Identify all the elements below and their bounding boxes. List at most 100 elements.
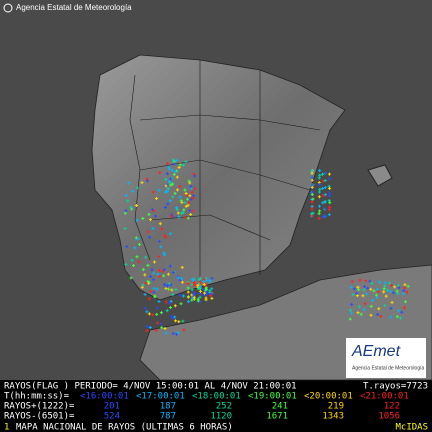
strike bbox=[137, 242, 141, 246]
strike bbox=[151, 313, 155, 317]
strike bbox=[318, 168, 322, 172]
strike bbox=[145, 325, 149, 329]
strike bbox=[383, 281, 387, 285]
strike bbox=[183, 216, 187, 220]
strike bbox=[157, 188, 161, 192]
strike bbox=[166, 189, 170, 193]
strike bbox=[384, 294, 388, 298]
strike bbox=[357, 288, 361, 292]
strike bbox=[175, 175, 179, 179]
strike bbox=[169, 314, 173, 318]
strike bbox=[323, 200, 327, 204]
strike bbox=[186, 295, 190, 299]
strike bbox=[144, 255, 148, 259]
strike bbox=[184, 160, 188, 164]
strike bbox=[355, 291, 359, 295]
strike bbox=[174, 319, 178, 323]
strike bbox=[178, 278, 182, 282]
strike bbox=[364, 279, 368, 283]
strike bbox=[172, 162, 176, 166]
strike bbox=[156, 272, 160, 276]
strike bbox=[143, 292, 147, 296]
strike bbox=[361, 294, 365, 298]
positive-count: 219 bbox=[328, 402, 344, 412]
strike bbox=[130, 207, 133, 211]
strike bbox=[168, 264, 172, 268]
strike bbox=[167, 282, 171, 286]
strike bbox=[184, 192, 188, 196]
strike bbox=[186, 203, 190, 207]
strike bbox=[327, 213, 331, 217]
strike bbox=[317, 190, 321, 194]
strike bbox=[396, 309, 400, 313]
strike bbox=[146, 281, 150, 285]
strike bbox=[398, 316, 402, 320]
strike bbox=[135, 255, 139, 259]
strike bbox=[163, 253, 167, 257]
strike bbox=[196, 299, 200, 303]
strike bbox=[134, 236, 138, 240]
strike bbox=[390, 300, 394, 304]
interval-label: <19:00:01 bbox=[248, 392, 297, 402]
interval-label: <17:00:01 bbox=[136, 392, 185, 402]
strike bbox=[175, 206, 179, 210]
total: T.rayos=7723 bbox=[363, 382, 428, 392]
strike bbox=[169, 283, 173, 287]
positive-count: 187 bbox=[160, 402, 176, 412]
positive-label: RAYOS+(1222)= bbox=[4, 402, 75, 412]
strike bbox=[155, 306, 159, 310]
positive-count: 241 bbox=[272, 402, 288, 412]
strike bbox=[145, 329, 149, 333]
positive-count: 201 bbox=[104, 402, 120, 412]
strike bbox=[171, 271, 175, 275]
strike bbox=[154, 328, 158, 332]
strike bbox=[148, 218, 152, 222]
strike bbox=[178, 163, 182, 167]
strike bbox=[204, 292, 208, 296]
strike bbox=[191, 194, 195, 198]
strike bbox=[387, 281, 391, 285]
strike bbox=[186, 216, 190, 220]
strike bbox=[375, 296, 379, 300]
strike bbox=[174, 288, 178, 292]
strike bbox=[126, 199, 130, 203]
strike bbox=[376, 287, 380, 291]
strike bbox=[311, 211, 315, 215]
strike bbox=[318, 173, 322, 177]
footer-title: MAPA NACIONAL DE RAYOS (ULTIMAS 6 HORAS) bbox=[16, 423, 233, 432]
strike bbox=[317, 212, 321, 216]
strike bbox=[141, 268, 145, 272]
strike bbox=[187, 179, 191, 183]
strike bbox=[129, 205, 133, 209]
strike bbox=[362, 288, 366, 292]
strike bbox=[173, 315, 177, 319]
negative-count: 1671 bbox=[266, 412, 288, 422]
strike bbox=[171, 293, 175, 297]
strike bbox=[176, 331, 180, 335]
strike bbox=[396, 283, 400, 287]
strike bbox=[389, 283, 393, 287]
strike bbox=[132, 246, 136, 250]
strike bbox=[327, 194, 331, 198]
strike bbox=[208, 280, 212, 284]
strike bbox=[355, 294, 359, 298]
strike bbox=[317, 176, 321, 180]
strike bbox=[370, 298, 374, 302]
strike bbox=[328, 205, 332, 209]
strike bbox=[159, 322, 163, 326]
iberia bbox=[91, 54, 346, 301]
strike bbox=[402, 306, 406, 310]
strike bbox=[146, 263, 150, 267]
strike bbox=[163, 326, 167, 330]
strike bbox=[328, 186, 332, 190]
strike bbox=[188, 209, 192, 213]
strike bbox=[365, 292, 369, 296]
strike bbox=[349, 308, 353, 312]
strike bbox=[391, 291, 395, 295]
strike bbox=[123, 226, 127, 230]
strike bbox=[162, 268, 166, 272]
strike bbox=[147, 312, 151, 316]
strike bbox=[129, 276, 133, 280]
strike bbox=[154, 214, 158, 218]
footer-system: McIDAS bbox=[395, 423, 428, 432]
